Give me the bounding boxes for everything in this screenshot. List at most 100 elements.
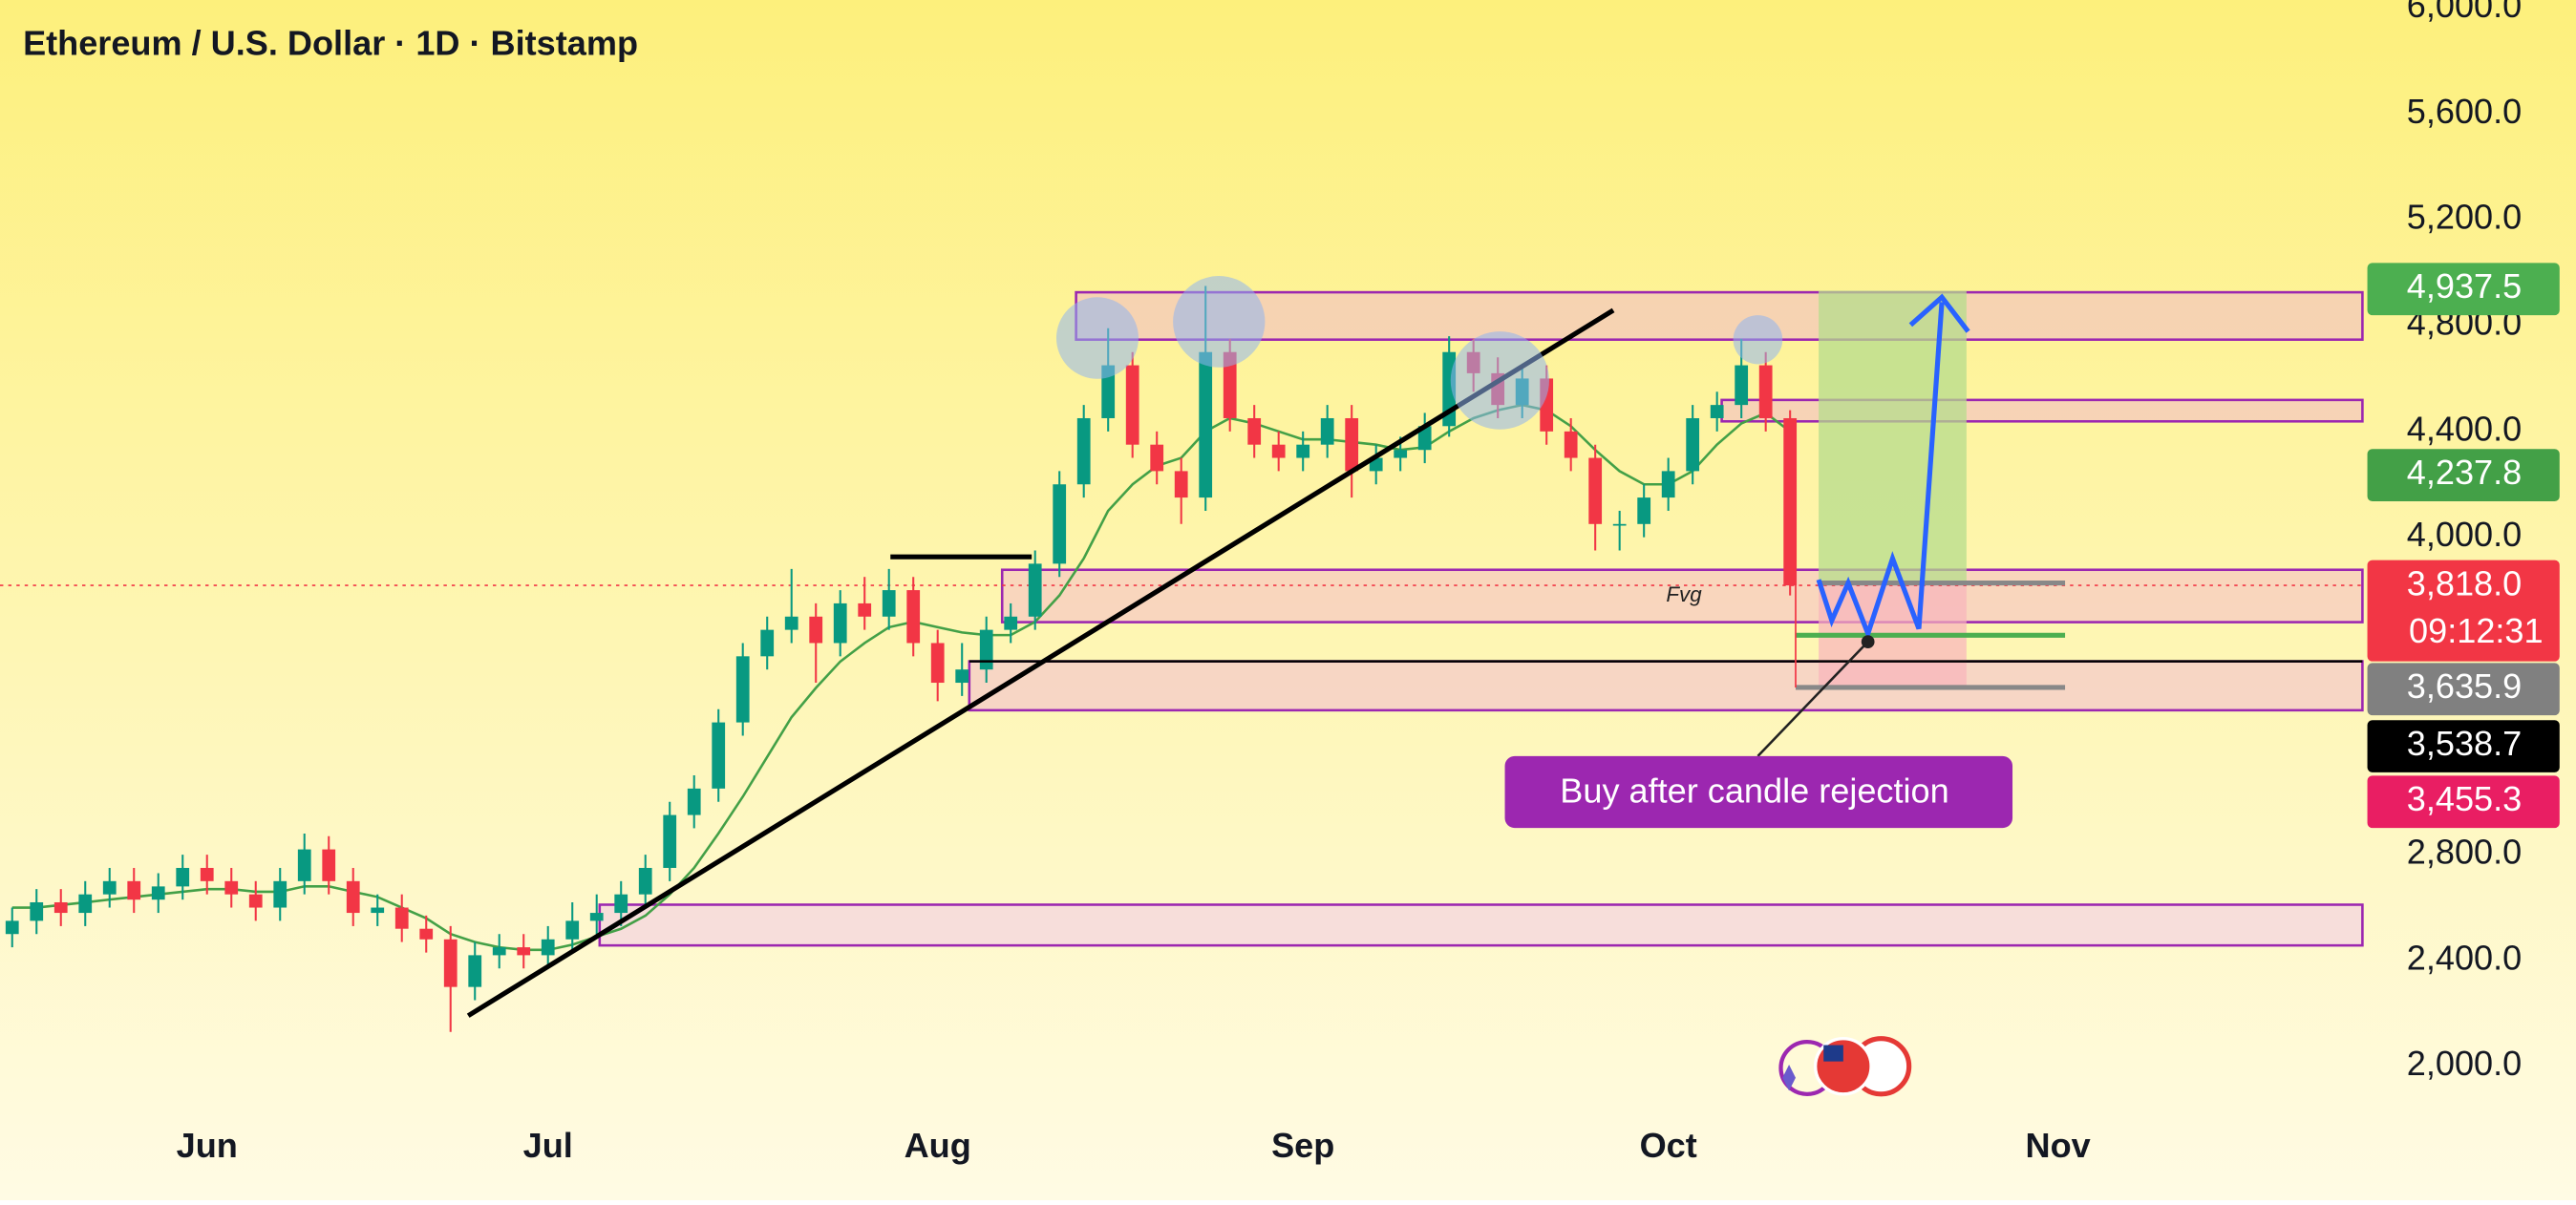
trendline	[466, 307, 1615, 1018]
price-tag	[2367, 663, 2560, 716]
event-icons	[1778, 1036, 1912, 1097]
y-tick-label: 5,600.0	[2407, 92, 2522, 131]
zone	[968, 660, 2364, 712]
x-tick-label: Jul	[523, 1126, 573, 1165]
flag-canton	[1823, 1045, 1843, 1062]
price-tag	[2367, 449, 2560, 502]
y-tick-label: 4,000.0	[2407, 515, 2522, 554]
candle-body	[517, 947, 531, 956]
candle-body	[419, 928, 434, 940]
projection-arrow	[1908, 293, 1970, 333]
candle-body	[1710, 405, 1724, 418]
candle-body	[809, 616, 823, 644]
candle-body	[614, 894, 628, 914]
highlight-circle	[1055, 297, 1139, 379]
y-tick-label: 2,400.0	[2407, 939, 2522, 978]
candle-body	[687, 788, 701, 815]
candle-body	[1735, 365, 1749, 406]
x-tick-label: Aug	[905, 1126, 971, 1165]
candle-body	[200, 867, 214, 881]
candle-body	[1588, 457, 1603, 524]
candle-body	[735, 656, 750, 723]
candle-body	[1661, 471, 1675, 498]
candle-body	[1271, 444, 1286, 458]
candle-body	[443, 939, 458, 987]
candle-body	[1612, 523, 1627, 526]
candle-body	[394, 907, 409, 929]
callout-text: Buy after candle rejection	[1560, 772, 1948, 811]
candle-body	[1174, 471, 1188, 498]
candle-body	[1150, 444, 1164, 472]
y-tick-label: 6,000.0	[2407, 0, 2522, 25]
zone	[598, 903, 2364, 947]
price-tag-label: 4,937.5	[2407, 266, 2522, 306]
candle-body	[1053, 484, 1067, 564]
candle-body	[1345, 417, 1359, 472]
candle-body	[1247, 417, 1262, 445]
candle-body	[541, 939, 555, 956]
candle-body	[784, 616, 798, 630]
candle-body	[663, 814, 677, 868]
candle-body	[882, 590, 896, 617]
candle-body	[1004, 616, 1018, 630]
candle-body	[906, 590, 921, 644]
candle-body	[53, 901, 68, 914]
x-tick-label: Oct	[1640, 1126, 1697, 1165]
price-tag-label: 3,635.9	[2407, 666, 2522, 706]
projection-path	[1816, 302, 1945, 642]
y-tick-label: 5,200.0	[2407, 198, 2522, 237]
candle-body	[1564, 431, 1578, 458]
x-tick-label: Jun	[177, 1126, 238, 1165]
candle-body	[297, 849, 311, 881]
price-tag	[2367, 560, 2560, 662]
candle-body	[955, 669, 969, 684]
candle-body	[127, 880, 141, 900]
candle-body	[102, 880, 117, 895]
candle-body	[638, 867, 652, 895]
callout-pointer	[1756, 641, 1869, 757]
candle-body	[151, 886, 165, 900]
candle-body	[1199, 351, 1213, 498]
candle-body	[712, 722, 726, 789]
price-tag-label: 3,818.0	[2407, 564, 2522, 603]
candle-body	[1101, 365, 1116, 418]
price-tag-label: 3,538.7	[2407, 724, 2522, 763]
highlight-circle	[1733, 315, 1783, 365]
candle-body	[176, 867, 190, 887]
price-tag	[2367, 263, 2560, 316]
candle-body	[5, 920, 19, 935]
y-tick-label: 2,800.0	[2407, 833, 2522, 872]
candle-body	[833, 602, 847, 644]
fvg-label: Fvg	[1666, 582, 1702, 606]
event-icon	[1782, 1065, 1796, 1091]
candle-body	[492, 947, 506, 956]
zone	[1720, 398, 2364, 423]
candle-body	[30, 901, 44, 921]
candle-body	[589, 913, 604, 921]
x-tick-label: Nov	[2026, 1126, 2091, 1165]
candle-body	[273, 880, 287, 908]
candle-body	[346, 880, 360, 914]
candle-body	[1686, 417, 1700, 472]
x-tick-label: Sep	[1271, 1126, 1334, 1165]
candle-body	[322, 849, 336, 881]
candle-body	[468, 955, 482, 987]
candle-body	[1223, 351, 1237, 418]
callout-box	[1504, 755, 2013, 829]
candle-body	[78, 894, 93, 914]
callout-anchor	[1861, 635, 1875, 648]
candle-body	[1028, 563, 1042, 617]
candle-body	[1417, 426, 1432, 451]
chart-title: Ethereum / U.S. Dollar · 1D · Bitstamp	[23, 23, 638, 62]
candle-body	[565, 920, 580, 940]
zone	[1000, 568, 2364, 624]
candle-body	[1076, 417, 1091, 485]
y-tick-label: 4,400.0	[2407, 409, 2522, 448]
candle-body	[1758, 365, 1773, 418]
candle-body	[1637, 497, 1651, 524]
candle-body	[1320, 417, 1334, 445]
price-tag	[2367, 720, 2560, 772]
price-tag-label: 4,237.8	[2407, 453, 2522, 492]
highlight-circle	[1173, 276, 1266, 368]
candle-body	[371, 907, 385, 914]
